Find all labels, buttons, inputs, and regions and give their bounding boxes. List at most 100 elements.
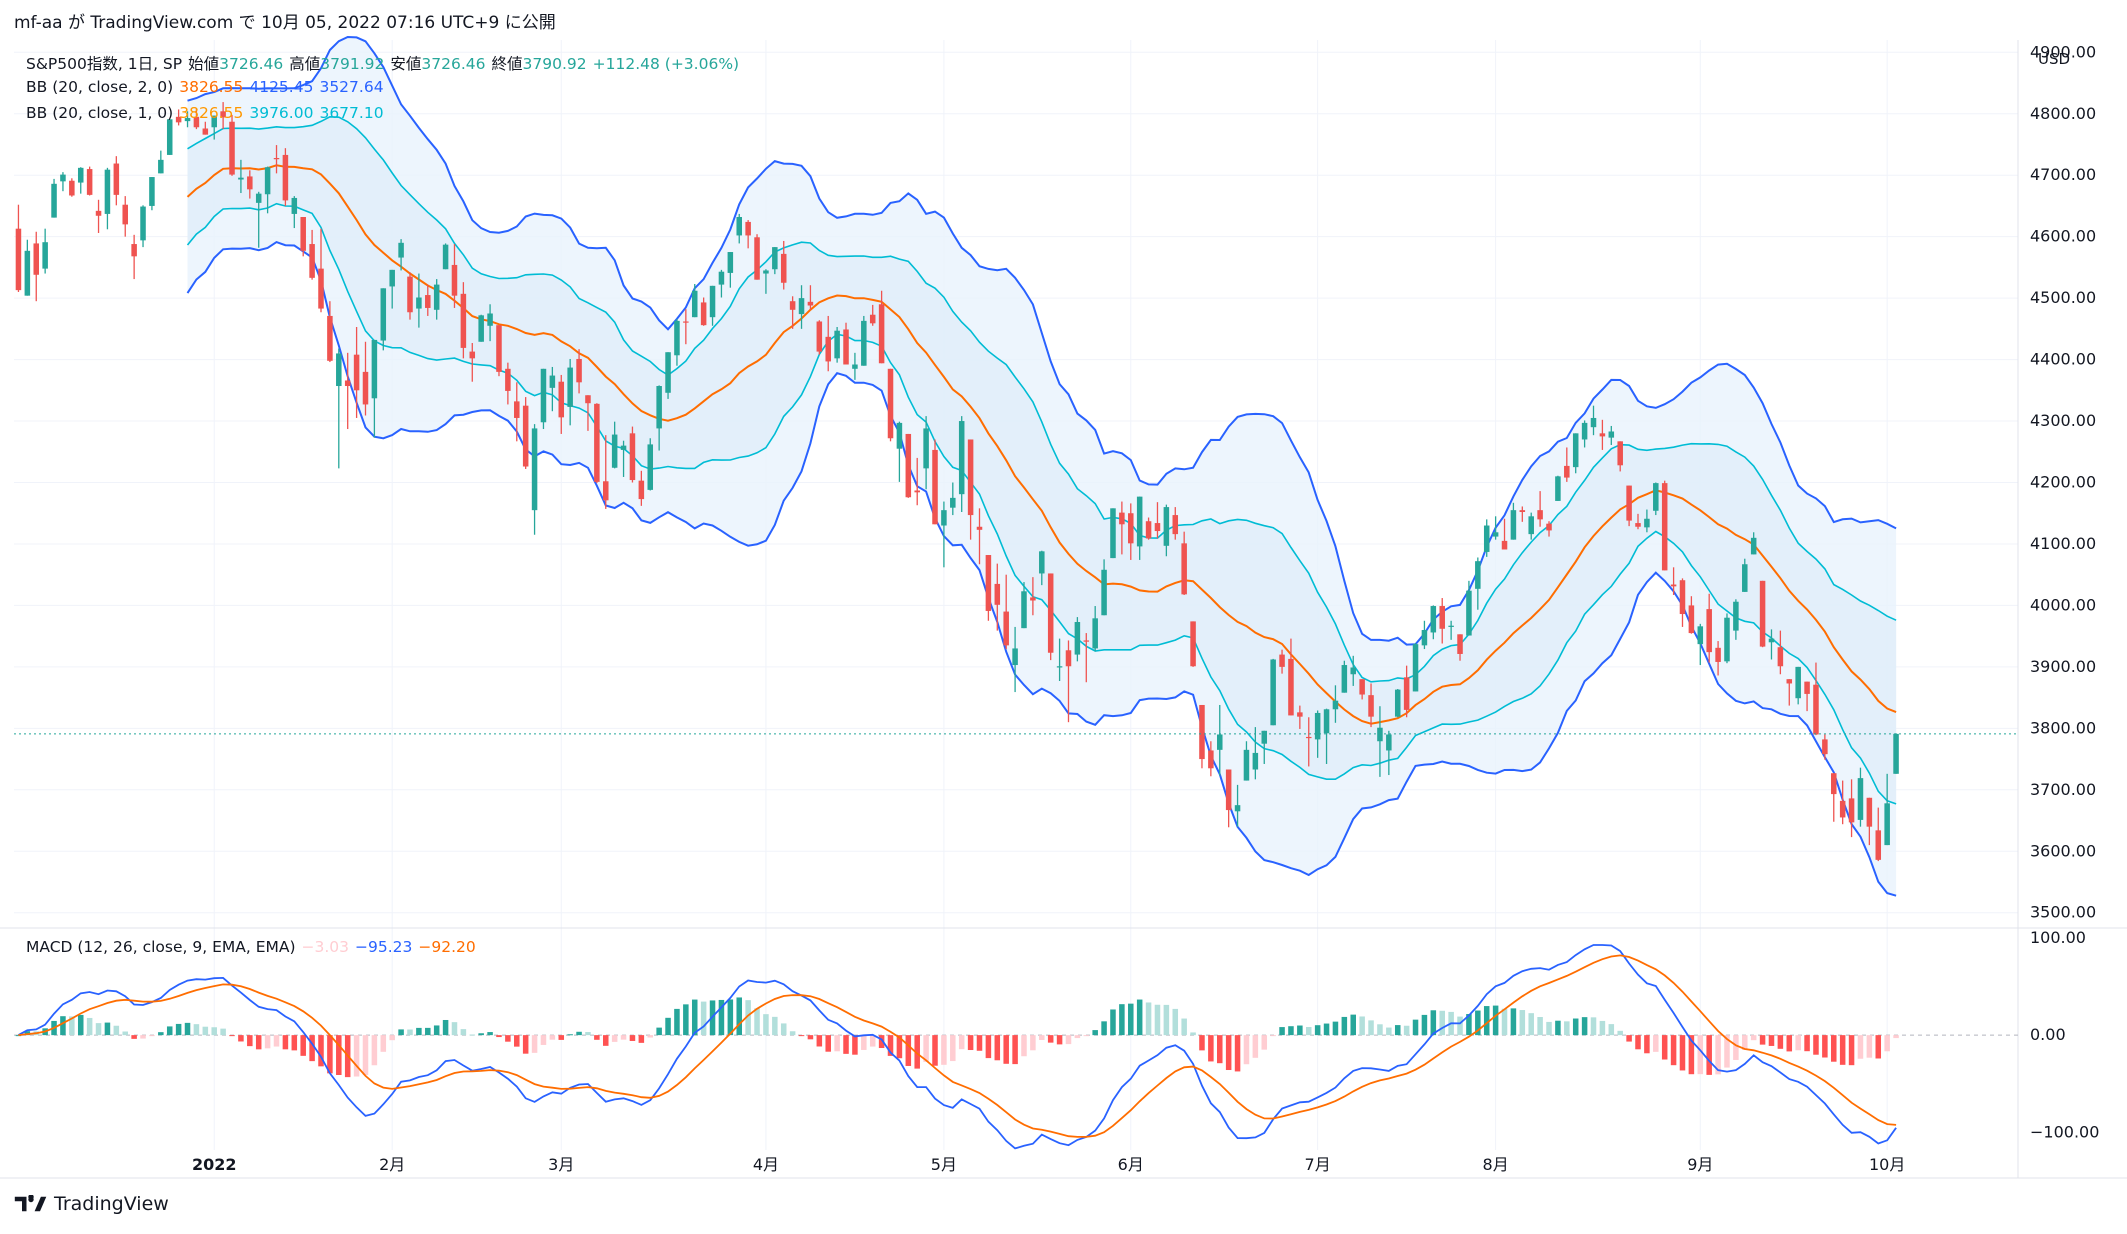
candle <box>1670 567 1677 595</box>
candle <box>478 314 484 342</box>
candle <box>1208 741 1214 777</box>
candle-body <box>691 290 698 318</box>
macd-histogram-bar <box>1412 1019 1419 1036</box>
candle-body <box>816 321 823 352</box>
macd-histogram-bar <box>1163 1004 1170 1036</box>
symbol-label: S&P500指数, 1日, SP <box>26 55 183 73</box>
macd-tick-label: 0.00 <box>2030 1025 2066 1044</box>
candle <box>318 228 324 313</box>
footer-brand[interactable]: TradingView <box>14 1193 169 1215</box>
macd-histogram-bar <box>1733 1035 1739 1060</box>
candle <box>611 421 618 469</box>
candle-body <box>389 269 395 287</box>
candle-body <box>1688 605 1695 634</box>
candle-body <box>1839 800 1846 818</box>
candle <box>1555 475 1561 501</box>
candle <box>816 320 823 355</box>
candle-body <box>985 555 992 611</box>
candle-body <box>807 301 814 306</box>
macd-histogram-bar <box>1537 1017 1543 1036</box>
candle-body <box>1813 684 1819 735</box>
macd-histogram-bar <box>77 1014 84 1036</box>
candle <box>594 403 600 484</box>
candle-body <box>1056 666 1063 668</box>
macd-histogram-bar <box>1715 1035 1721 1075</box>
macd-histogram-bar <box>576 1031 582 1036</box>
candle-body <box>1804 681 1810 694</box>
candle-body <box>416 297 422 309</box>
macd-value: −95.23 <box>355 938 413 956</box>
candle <box>1101 559 1107 616</box>
legend-bb2[interactable]: BB (20, close, 2, 0) 3826.55 4125.45 3527.6… <box>26 78 390 96</box>
candle <box>1074 617 1081 662</box>
macd-histogram-bar <box>1617 1030 1623 1036</box>
candle <box>1661 480 1668 571</box>
macd-histogram-bar <box>238 1035 244 1042</box>
legend-macd[interactable]: MACD (12, 26, close, 9, EMA, EMA) −3.03 −9… <box>26 938 482 956</box>
price-axis[interactable]: 3500.00 3600.00 3700.00 3800.00 3900.00 4000.… <box>2030 42 2099 1141</box>
macd-histogram-bar <box>309 1035 315 1062</box>
bb1-upper: 3976.00 <box>249 104 314 122</box>
macd-histogram-bar <box>1795 1035 1801 1051</box>
macd-histogram-bar <box>166 1026 173 1036</box>
macd-histogram-bar <box>487 1032 493 1036</box>
bb2-lower-line <box>186 240 1897 897</box>
candle <box>264 166 271 214</box>
candle-body <box>1288 658 1294 716</box>
candle <box>1706 593 1712 663</box>
candle <box>1030 577 1036 616</box>
change-value: +112.48 (+3.06%) <box>592 55 740 73</box>
candle <box>407 272 413 320</box>
macd-histogram-bar <box>1831 1035 1837 1062</box>
legend-main[interactable]: S&P500指数, 1日, SP 始値3726.46 高値3791.92 安値3726… <box>26 52 745 74</box>
candle-body <box>932 449 938 525</box>
macd-histogram-bar <box>558 1035 565 1040</box>
macd-histogram-bar <box>1403 1025 1410 1036</box>
macd-histogram-bar <box>1777 1035 1784 1049</box>
macd-histogram-bar <box>1101 1021 1107 1036</box>
time-tick-label: 7月 <box>1305 1155 1331 1174</box>
bb2-basis: 3826.55 <box>179 78 244 96</box>
candle <box>1181 531 1187 595</box>
macd-histogram-bar <box>291 1035 298 1051</box>
candle <box>1136 496 1143 560</box>
macd-histogram-bar <box>780 1023 787 1036</box>
candle <box>1599 419 1606 450</box>
candle <box>15 204 22 292</box>
candle-body <box>1635 523 1641 527</box>
candle-body <box>1252 752 1259 770</box>
candle-body <box>1359 679 1365 695</box>
candle-body <box>1475 561 1481 589</box>
candle <box>745 220 751 249</box>
candle <box>718 269 725 298</box>
candle-body <box>1777 647 1784 667</box>
candle <box>202 121 209 135</box>
candle-body <box>1626 485 1632 521</box>
candle <box>522 397 529 469</box>
candle <box>1172 507 1179 540</box>
candle <box>1065 640 1072 723</box>
candle <box>1288 638 1294 716</box>
candle-body <box>33 243 40 275</box>
price-tick-label: 4600.00 <box>2030 227 2096 246</box>
candle-body <box>861 320 867 366</box>
macd-histogram-bar <box>1154 1004 1161 1036</box>
candle-body <box>629 433 636 481</box>
candle-body <box>709 285 716 318</box>
candle-body <box>1893 733 1899 774</box>
candle-body <box>967 439 974 516</box>
time-axis[interactable]: 2022 2月 3月 4月 5月 6月 7月 8月 9月 10月 <box>0 1155 2127 1179</box>
candle-body <box>1225 769 1232 811</box>
candle-body <box>1831 773 1837 795</box>
candle-body <box>1750 537 1757 555</box>
macd-histogram-bar <box>1341 1016 1348 1036</box>
candle <box>1857 767 1864 827</box>
candle <box>1475 557 1481 610</box>
candle <box>1457 634 1463 661</box>
candle <box>976 508 983 565</box>
legend-bb1[interactable]: BB (20, close, 1, 0) 3826.55 3976.00 3677.1… <box>26 104 390 122</box>
candle-body <box>567 367 573 407</box>
macd-histogram-bar <box>69 1016 75 1036</box>
bb1-upper-line <box>187 115 1897 683</box>
